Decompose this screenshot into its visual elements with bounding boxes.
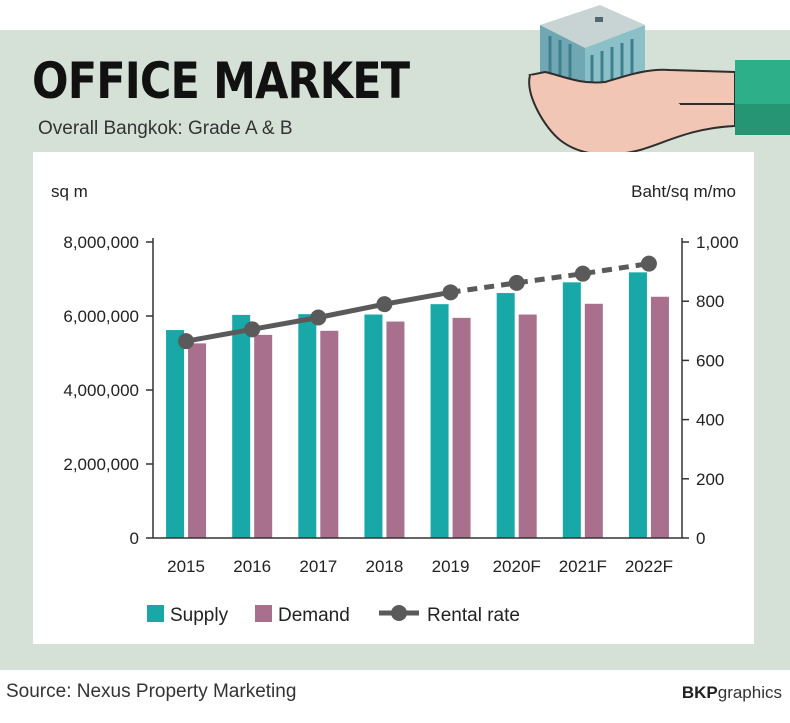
- x-tick-label: 2021F: [559, 557, 607, 576]
- rental-point: [442, 284, 459, 301]
- x-tick-label: 2018: [366, 557, 404, 576]
- rental-point: [178, 333, 195, 350]
- legend-label-rental: Rental rate: [427, 605, 520, 626]
- rental-point: [310, 309, 327, 326]
- legend-label-supply: Supply: [170, 605, 229, 626]
- right-tick-label: 0: [696, 529, 705, 548]
- brand-rest: graphics: [717, 683, 782, 702]
- demand-bar: [254, 334, 273, 538]
- supply-bar: [496, 293, 515, 538]
- x-tick-label: 2019: [432, 557, 470, 576]
- left-axis-label: sq m: [51, 182, 88, 201]
- rental-point: [376, 296, 393, 313]
- rental-point: [574, 265, 591, 282]
- supply-bar: [232, 314, 251, 538]
- left-tick-label: 2,000,000: [63, 455, 139, 474]
- legend-label-demand: Demand: [278, 605, 350, 626]
- rental-rate-line: [178, 255, 657, 350]
- brand-bold: BKP: [681, 683, 718, 702]
- supply-bar: [298, 314, 317, 538]
- supply-bar: [628, 272, 647, 538]
- page-subtitle: Overall Bangkok: Grade A & B: [38, 118, 293, 139]
- x-tick-label: 2016: [233, 557, 271, 576]
- legend-marker-rental: [391, 605, 407, 621]
- brand-credit: BKPgraphics: [682, 683, 782, 703]
- chart-axes: 0 2,000,000 4,000,000 6,000,000 8,000,000 0 20…: [63, 233, 738, 576]
- x-tick-label: 2015: [167, 557, 205, 576]
- right-axis-label: Baht/sq m/mo: [631, 182, 736, 201]
- building-in-hand-illustration: [528, 5, 790, 156]
- left-tick-label: 0: [130, 529, 139, 548]
- demand-bar: [584, 303, 603, 538]
- x-tick-label: 2020F: [493, 557, 541, 576]
- right-tick-label: 600: [696, 351, 724, 370]
- right-tick-label: 1,000: [696, 233, 739, 252]
- rental-point: [244, 321, 261, 338]
- demand-bar: [518, 314, 537, 538]
- chart-bars: [166, 272, 669, 538]
- chart: 0 2,000,000 4,000,000 6,000,000 8,000,000 0 20…: [51, 182, 739, 626]
- left-tick-label: 8,000,000: [63, 233, 139, 252]
- demand-bar: [386, 321, 405, 538]
- demand-bar: [452, 317, 471, 538]
- demand-bar: [188, 343, 207, 538]
- source-note: Source: Nexus Property Marketing: [6, 681, 297, 702]
- right-tick-label: 800: [696, 292, 724, 311]
- demand-bar: [650, 296, 669, 538]
- rental-line-forecast: [450, 261, 650, 295]
- supply-bar: [364, 314, 383, 538]
- supply-bar: [562, 282, 581, 538]
- demand-bar: [320, 330, 339, 538]
- legend-swatch-demand: [255, 605, 272, 622]
- right-tick-label: 200: [696, 470, 724, 489]
- rental-point: [640, 255, 657, 272]
- x-tick-label: 2022F: [625, 557, 673, 576]
- left-tick-label: 4,000,000: [63, 381, 139, 400]
- chart-legend: Supply Demand Rental rate: [147, 605, 520, 626]
- left-tick-label: 6,000,000: [63, 307, 139, 326]
- page-title: OFFICE MARKET: [32, 52, 410, 110]
- chart-panel: 0 2,000,000 4,000,000 6,000,000 8,000,000 0 20…: [33, 152, 754, 644]
- supply-bar: [166, 330, 185, 538]
- rental-point: [508, 274, 525, 291]
- supply-bar: [430, 304, 449, 538]
- hand-icon: [528, 60, 790, 156]
- right-tick-label: 400: [696, 411, 724, 430]
- x-tick-label: 2017: [299, 557, 337, 576]
- legend-swatch-supply: [147, 605, 164, 622]
